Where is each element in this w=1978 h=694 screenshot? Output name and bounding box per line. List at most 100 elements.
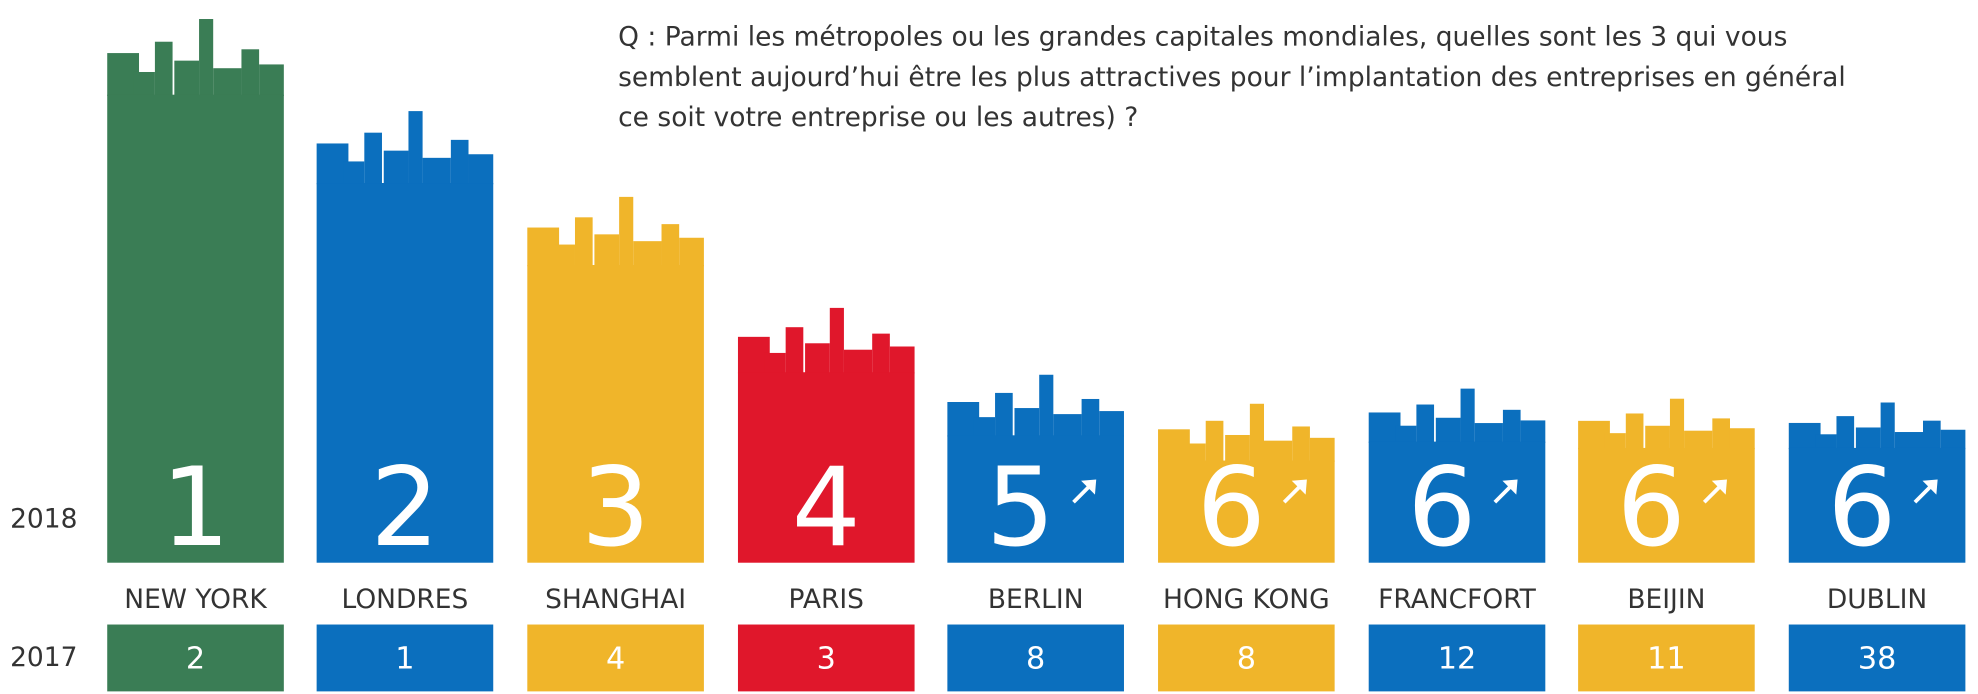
skyline-building — [450, 139, 469, 185]
skyline-building — [1669, 398, 1685, 450]
skyline-building — [1836, 416, 1855, 450]
rank-2017-box — [737, 624, 915, 692]
skyline-building — [408, 111, 423, 185]
skyline-building — [889, 346, 915, 374]
rank-2017: 12 — [1438, 641, 1477, 676]
rank-2017-box — [1368, 624, 1546, 692]
skyline-building — [107, 53, 140, 96]
bar — [527, 265, 704, 563]
skyline-building — [1099, 411, 1124, 437]
trend-arrow-head — [1502, 479, 1518, 495]
city-name: SHANGHAI — [545, 584, 686, 615]
skyline-building — [1039, 374, 1054, 437]
city-name: NEW YORK — [124, 584, 267, 615]
rank-2018: 1 — [161, 444, 230, 571]
skyline-building — [1460, 388, 1475, 443]
trend-arrow-head — [1922, 479, 1938, 495]
skyline-building — [1520, 420, 1546, 443]
city-name: BERLIN — [988, 584, 1084, 615]
skyline-building — [805, 343, 830, 374]
bar — [1788, 447, 1966, 563]
bar — [1158, 460, 1335, 563]
rank-2017: 4 — [606, 641, 625, 676]
skyline-building — [1081, 398, 1100, 437]
skyline-building — [1578, 420, 1610, 450]
rank-2017-box — [527, 624, 704, 692]
bar — [316, 183, 494, 563]
rank-2018: 6 — [1617, 444, 1686, 571]
rank-2017: 1 — [395, 641, 414, 676]
city-name: HONG KONG — [1163, 584, 1330, 615]
question-line: semblent aujourd’hui être les plus attra… — [618, 62, 1846, 93]
trend-arrow-head — [1711, 479, 1727, 495]
trend-arrow-head — [1291, 479, 1307, 495]
skyline-building — [995, 392, 1013, 437]
year-label: 2018 — [10, 503, 77, 534]
rank-2018: 6 — [1407, 444, 1476, 571]
skyline-building — [174, 60, 200, 96]
skyline-building — [364, 132, 382, 185]
skyline-building — [1014, 408, 1040, 437]
skyline-building — [1416, 404, 1435, 443]
skyline-building — [785, 327, 804, 374]
skyline-building — [553, 244, 575, 267]
skyline-building — [343, 161, 365, 185]
rank-2018: 6 — [1827, 444, 1896, 571]
skyline-building — [199, 19, 214, 96]
city-column: 5 BERLIN 8 — [947, 374, 1124, 692]
skyline-building — [1625, 413, 1644, 450]
city-column: 1 NEW YORK 2 — [107, 19, 284, 692]
skyline-building — [1053, 414, 1082, 437]
city-column: 6 FRANCFORT 12 — [1368, 388, 1546, 692]
skyline-building — [843, 349, 873, 374]
skyline-building — [594, 234, 620, 267]
city-column: 6 HONG KONG 8 — [1158, 403, 1335, 692]
question-line: ce soit votre entreprise ou les autres) … — [618, 102, 1138, 133]
city-name: FRANCFORT — [1378, 584, 1537, 615]
city-column: 3 SHANGHAI 4 — [527, 196, 704, 692]
bar — [1368, 441, 1546, 563]
trend-arrow-head — [1081, 479, 1097, 495]
rank-2017: 2 — [186, 641, 205, 676]
rank-2017: 8 — [1237, 641, 1256, 676]
city-name: DUBLIN — [1827, 584, 1927, 615]
skyline-building — [1158, 429, 1190, 462]
skyline-building — [1922, 420, 1941, 450]
skyline-building — [1684, 430, 1713, 450]
rank-2018: 2 — [370, 444, 439, 571]
skyline-building — [764, 352, 786, 374]
skyline-building — [574, 217, 593, 267]
city-column: 2 LONDRES 1 — [316, 111, 494, 692]
year-label: 2017 — [10, 642, 77, 673]
skyline-building — [1894, 432, 1923, 450]
rank-2017-box — [1578, 624, 1755, 692]
rank-2017-box — [316, 624, 494, 692]
skyline-building — [1395, 425, 1417, 443]
skyline-building — [383, 150, 409, 185]
city-column: 6 DUBLIN 38 — [1788, 402, 1966, 692]
skyline-building — [213, 68, 242, 96]
skyline-building — [1205, 420, 1224, 462]
skyline-building — [1264, 440, 1293, 462]
skyline-building — [1502, 409, 1521, 443]
skyline-building — [1249, 403, 1265, 462]
skyline-building — [619, 196, 634, 267]
skyline-building — [154, 41, 173, 96]
city-name: BEIJIN — [1627, 584, 1705, 615]
rank-2017-box — [1788, 624, 1966, 692]
city-name: PARIS — [789, 584, 864, 615]
rank-2018: 5 — [986, 444, 1055, 571]
rank-2018: 6 — [1197, 444, 1266, 571]
city-column: 6 BEIJIN 11 — [1578, 398, 1755, 692]
skyline-building — [468, 154, 494, 185]
skyline-building — [973, 417, 996, 437]
rank-2018: 3 — [581, 444, 650, 571]
skyline-building — [422, 157, 451, 185]
skyline-building — [1815, 434, 1837, 450]
skyline-building — [259, 64, 284, 96]
skyline-building — [1729, 428, 1755, 450]
rank-2017: 38 — [1858, 641, 1897, 676]
skyline-building — [241, 49, 260, 96]
rank-2018: 4 — [792, 444, 861, 571]
city-column: 4 PARIS 3 — [737, 307, 915, 692]
